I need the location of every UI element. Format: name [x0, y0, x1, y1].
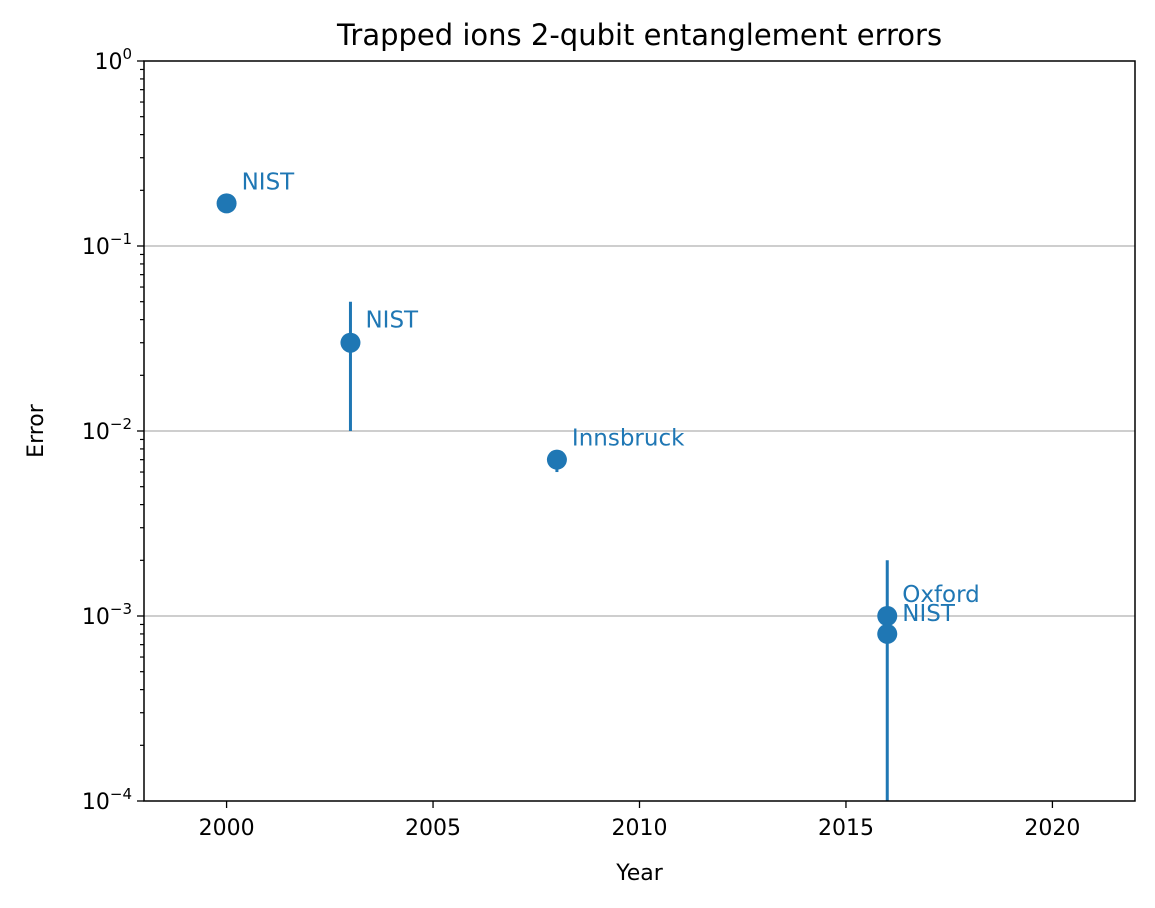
x-axis-label: Year [615, 861, 664, 886]
data-point [216, 193, 237, 214]
data-point [877, 623, 898, 644]
y-tick-label: 10−4 [82, 785, 132, 815]
x-tick-label: 2000 [199, 816, 255, 841]
data-point [340, 332, 361, 353]
point-label: NIST [365, 308, 419, 334]
y-tick-label: 10−1 [82, 230, 132, 260]
point-label: Innsbruck [572, 426, 685, 452]
data-point [546, 449, 567, 470]
y-tick-label: 10−2 [82, 415, 132, 445]
x-axis-ticks: 2000 2005 2010 2015 2020 [199, 801, 1080, 841]
x-tick-label: 2020 [1024, 816, 1080, 841]
chart-title: Trapped ions 2-qubit entanglement errors [336, 18, 942, 52]
y-tick-label: 100 [94, 45, 132, 75]
x-tick-label: 2005 [405, 816, 461, 841]
x-tick-label: 2010 [612, 816, 668, 841]
data-point [877, 606, 898, 626]
point-label: NIST [242, 169, 296, 195]
point-label: NIST [902, 601, 956, 627]
grid-layer [144, 245, 1135, 617]
y-axis-ticks: 10−4 10−3 10−2 10−1 100 [82, 45, 144, 815]
plot-area-frame [143, 60, 1136, 802]
point-label: Oxford [902, 582, 980, 608]
y-tick-label: 10−3 [82, 600, 132, 630]
x-tick-label: 2015 [818, 816, 874, 841]
point-layer [216, 193, 898, 644]
y-axis-label: Error [24, 403, 49, 458]
